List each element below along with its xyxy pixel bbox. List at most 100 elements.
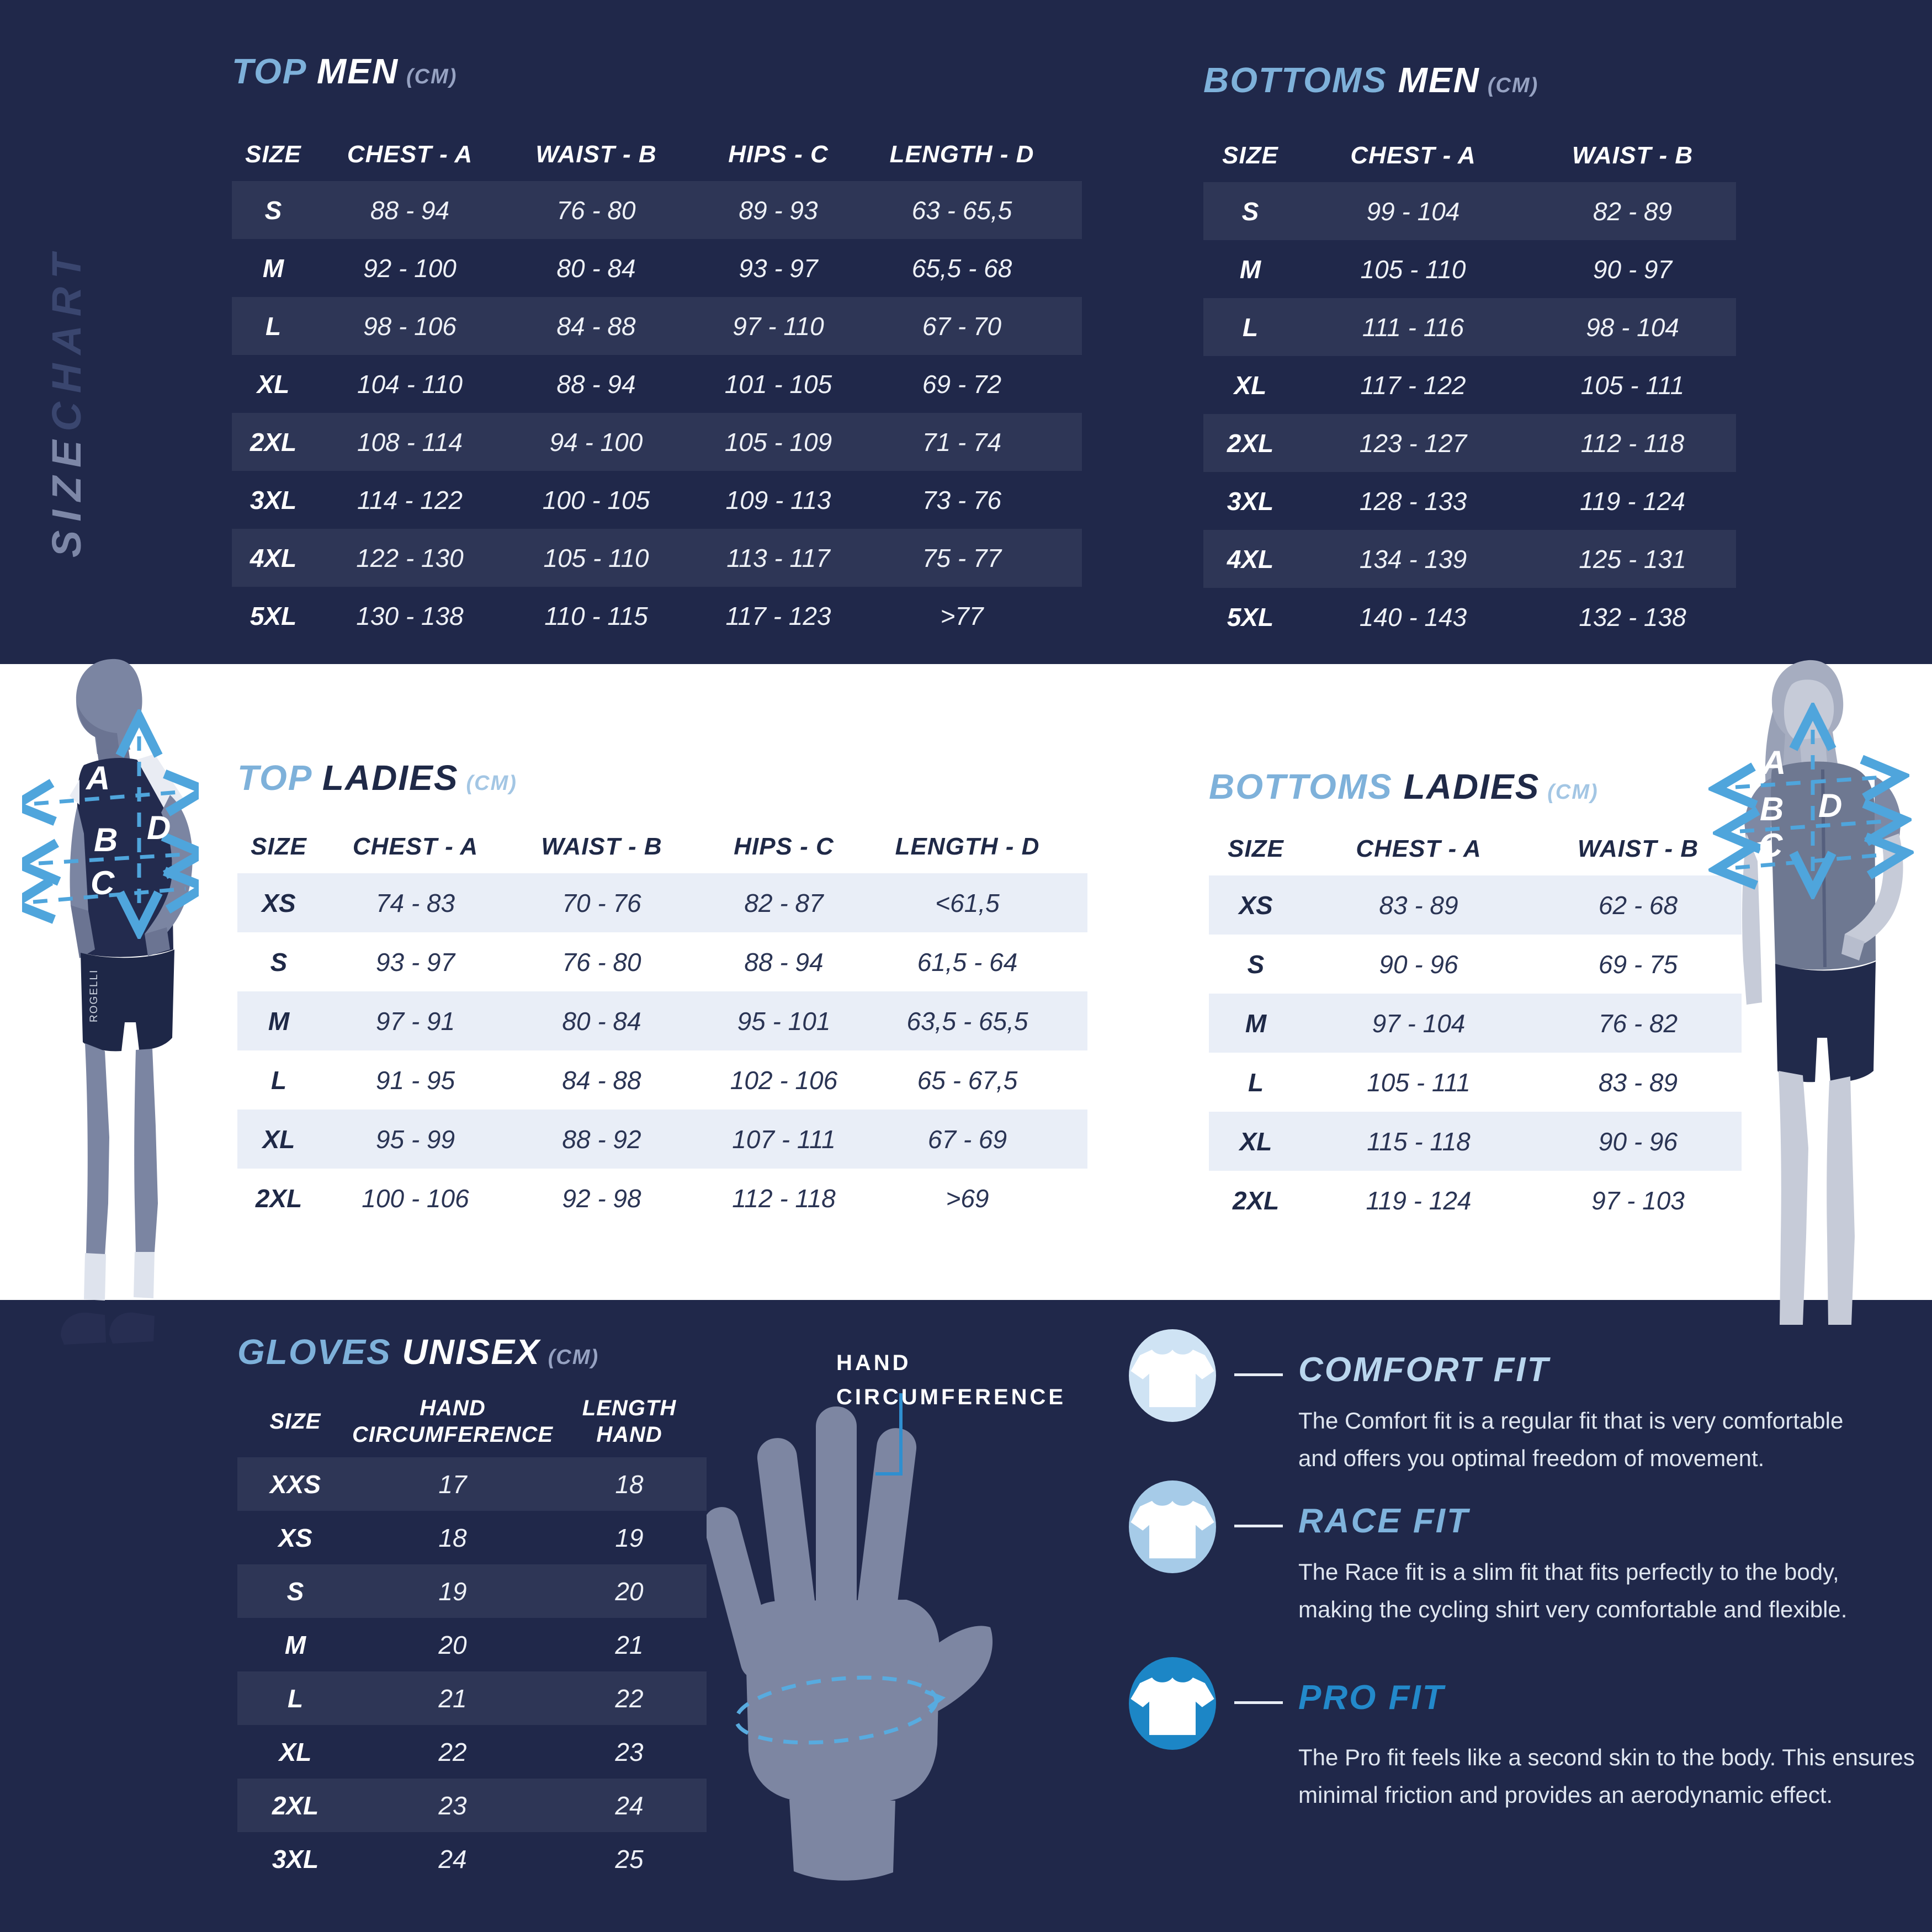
table-body: XS 74 - 83 70 - 76 82 - 87 <61,5 S 93 - 97 76 -…: [237, 873, 1087, 1228]
size-cell: 2XL: [1232, 1186, 1280, 1215]
value-cell: >69: [946, 1183, 989, 1213]
value-cell: 93 - 97: [375, 947, 455, 976]
size-cell: 3XL: [250, 485, 297, 514]
page-title-size: SIZE: [44, 431, 89, 558]
table-row: L 91 - 95 84 - 88 102 - 106 65 - 67,5: [237, 1050, 1087, 1110]
table-header: SIZE CHEST - A WAIST - B: [1203, 129, 1736, 182]
value-cell: 93 - 97: [739, 253, 818, 283]
table-bottoms-ladies: BOTTOMS LADIES (CM) SIZE CHEST - A WAIST …: [1209, 766, 1742, 1230]
value-cell: 84 - 88: [562, 1065, 641, 1095]
header-chest: CHEST - A: [347, 140, 473, 168]
title-unit: (CM): [406, 65, 458, 88]
measure-label-c: C: [91, 864, 115, 901]
fit-description: The Race fit is a slim fit that fits per…: [1298, 1559, 1848, 1623]
table-row: L 98 - 106 84 - 88 97 - 110 67 - 70: [232, 297, 1082, 355]
table-top-ladies: TOP LADIES (CM) SIZE CHEST - A WAIST - B …: [237, 757, 1087, 1228]
table-row: XXS 17 18: [237, 1457, 707, 1511]
size-cell: 5XL: [250, 601, 297, 630]
table-row: XS 83 - 89 62 - 68: [1209, 875, 1742, 935]
size-cell: S: [286, 1577, 304, 1606]
value-cell: 94 - 100: [549, 427, 643, 457]
table-row: 2XL 108 - 114 94 - 100 105 - 109 71 - 74: [232, 413, 1082, 471]
value-cell: 61,5 - 64: [917, 947, 1018, 976]
table-body: S 88 - 94 76 - 80 89 - 93 63 - 65,5 M 92 - 100…: [232, 181, 1082, 645]
value-cell: 74 - 83: [375, 888, 455, 917]
value-cell: 117 - 122: [1360, 370, 1466, 400]
value-cell: 109 - 113: [725, 485, 831, 514]
fit-pro: PRO FIT The Pro fit feels like a second …: [1126, 1657, 1921, 1812]
header-waist: WAIST - B: [541, 832, 662, 860]
value-cell: 105 - 111: [1367, 1068, 1471, 1097]
value-cell: 65,5 - 68: [911, 253, 1012, 283]
title-unit: (CM): [1547, 781, 1599, 804]
header-length: LENGTH - D: [889, 140, 1034, 168]
value-cell: 83 - 89: [1598, 1068, 1678, 1097]
table-row: L 111 - 116 98 - 104: [1203, 298, 1736, 356]
male-model-photo: ROGELLI A B C D: [22, 659, 199, 1345]
size-cell: L: [1248, 1068, 1264, 1097]
size-cell: M: [284, 1630, 306, 1659]
value-cell: 70 - 76: [562, 888, 641, 917]
title-accent: TOP: [232, 51, 306, 91]
value-cell: 92 - 98: [562, 1183, 641, 1213]
value-cell: 97 - 103: [1591, 1186, 1685, 1215]
table-header: SIZE HAND CIRCUMFERENCE LENGTH HAND: [237, 1386, 707, 1457]
header-length-hand: LENGTH HAND: [582, 1396, 677, 1447]
value-cell: 90 - 96: [1379, 949, 1458, 979]
table-title: TOP MEN (CM): [232, 51, 1082, 92]
header-size: SIZE: [269, 1409, 321, 1434]
value-cell: 112 - 118: [1580, 428, 1685, 458]
value-cell: 115 - 118: [1367, 1127, 1471, 1156]
size-cell: XL: [1234, 370, 1267, 400]
value-cell: 110 - 115: [544, 601, 648, 630]
value-cell: 67 - 70: [922, 311, 1002, 341]
table-row: L 105 - 111 83 - 89: [1209, 1053, 1742, 1112]
value-cell: 80 - 84: [562, 1006, 641, 1036]
table-row: XL 95 - 99 88 - 92 107 - 111 67 - 69: [237, 1110, 1087, 1169]
table-top-men: TOP MEN (CM) SIZE CHEST - A WAIST - B HIP…: [232, 51, 1082, 645]
table-row: M 20 21: [237, 1618, 707, 1671]
title-unit: (CM): [1487, 74, 1539, 97]
size-cell: XS: [278, 1523, 312, 1552]
value-cell: 82 - 87: [744, 888, 824, 917]
value-cell: 63,5 - 65,5: [906, 1006, 1028, 1036]
value-cell: 71 - 74: [922, 427, 1002, 457]
size-cell: M: [1239, 254, 1261, 284]
table-body: S 99 - 104 82 - 89 M 105 - 110 90 - 97 L 111 - …: [1203, 182, 1736, 646]
size-cell: XS: [262, 888, 296, 917]
header-size: SIZE: [251, 832, 307, 860]
table-row: XL 117 - 122 105 - 111: [1203, 356, 1736, 414]
table-row: 5XL 140 - 143 132 - 138: [1203, 588, 1736, 646]
value-cell: 105 - 111: [1580, 370, 1685, 400]
value-cell: 21: [438, 1684, 467, 1713]
size-cell: 2XL: [255, 1183, 302, 1213]
value-cell: 100 - 105: [542, 485, 650, 514]
size-cell: L: [270, 1065, 287, 1095]
size-cell: 5XL: [1227, 602, 1274, 631]
table-title: BOTTOMS MEN (CM): [1203, 60, 1736, 100]
table-row: S 88 - 94 76 - 80 89 - 93 63 - 65,5: [232, 181, 1082, 239]
title-accent: GLOVES: [237, 1332, 391, 1372]
table-row: XL 22 23: [237, 1725, 707, 1779]
value-cell: 105 - 110: [1360, 254, 1466, 284]
table-row: M 97 - 91 80 - 84 95 - 101 63,5 - 65,5: [237, 991, 1087, 1050]
value-cell: 99 - 104: [1366, 197, 1460, 226]
size-cell: L: [265, 311, 282, 341]
value-cell: 88 - 94: [744, 947, 824, 976]
table-row: 2XL 100 - 106 92 - 98 112 - 118 >69: [237, 1169, 1087, 1228]
size-cell: L: [287, 1684, 304, 1713]
measure-label-c: C: [1759, 827, 1784, 864]
value-cell: 117 - 123: [725, 601, 831, 630]
measure-label-b: B: [1760, 790, 1784, 827]
value-cell: 123 - 127: [1359, 428, 1467, 458]
value-cell: 95 - 101: [737, 1006, 831, 1036]
value-cell: 128 - 133: [1359, 486, 1467, 516]
fit-race: RACE FIT The Race fit is a slim fit that…: [1126, 1480, 1921, 1635]
table-body: XS 83 - 89 62 - 68 S 90 - 96 69 - 75 M 97 - 104…: [1209, 875, 1742, 1230]
fit-title: PRO FIT: [1298, 1679, 1445, 1717]
tshirt-icon: [1129, 1329, 1216, 1422]
title-unit: (CM): [466, 772, 517, 795]
size-cell: S: [1241, 197, 1259, 226]
fit-description: The Pro fit feels like a second skin to …: [1298, 1744, 1915, 1808]
value-cell: 102 - 106: [730, 1065, 838, 1095]
